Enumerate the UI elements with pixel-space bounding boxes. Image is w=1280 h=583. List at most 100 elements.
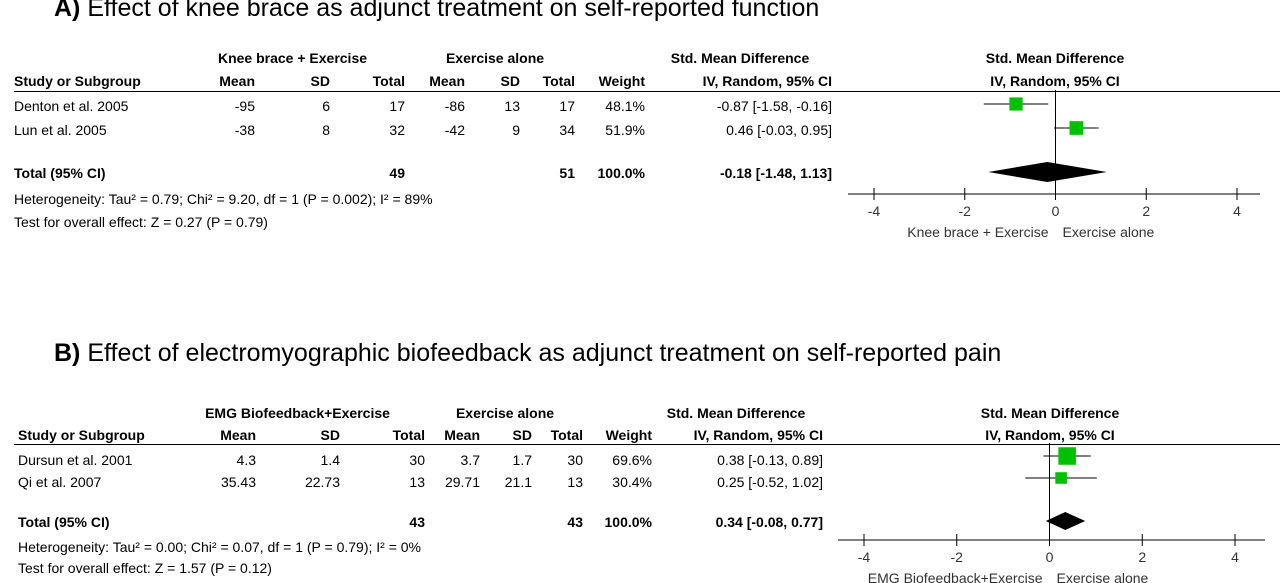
total1-col-header: Total [392, 427, 425, 443]
sd1-value: 22.73 [304, 474, 340, 490]
favours-left-label: EMG Biofeedback+Exercise [868, 570, 1043, 583]
plot-ci-header: IV, Random, 95% CI [990, 73, 1120, 89]
forest-plot-panel-b: B) Effect of electromyographic biofeedba… [0, 335, 1280, 583]
plot-effect-header: Std. Mean Difference [980, 405, 1120, 421]
overall-effect-note: Test for overall effect: Z = 1.57 (P = 0… [18, 560, 272, 576]
weight-col-header: Weight [605, 427, 652, 443]
total-weight: 100.0% [597, 165, 645, 181]
sd2-value: 21.1 [504, 474, 532, 490]
pooled-diamond [1045, 512, 1086, 530]
total1-sum: 43 [409, 514, 425, 530]
header-rule [14, 444, 1280, 445]
x-tick-label: -4 [868, 203, 881, 219]
total2-value: 13 [567, 474, 583, 490]
group2-header: Exercise alone [445, 50, 545, 66]
pooled-diamond [988, 162, 1107, 182]
sd2-value: 13 [504, 98, 520, 114]
total1-value: 32 [389, 122, 405, 138]
effect-header: Std. Mean Difference [670, 50, 810, 66]
sd2-value: 1.7 [512, 452, 532, 468]
mean1-value: -95 [234, 98, 255, 114]
sd1-value: 6 [322, 98, 330, 114]
sd2-col-header: SD [500, 73, 520, 89]
forest-plot-b: -4 -2 0 2 4 EMG Biofeedback+Exercise Exercise … [838, 443, 1265, 583]
total1-col-header: Total [372, 73, 405, 89]
total-ci: 0.34 [-0.08, 0.77] [715, 514, 823, 530]
study-marker [1009, 97, 1023, 111]
panel-title: A) Effect of knee brace as adjunct treat… [54, 0, 820, 22]
x-tick-label: -2 [951, 549, 964, 565]
x-tick-label: -2 [959, 203, 972, 219]
x-tick-label: 4 [1231, 549, 1239, 565]
weight-value: 30.4% [612, 474, 652, 490]
sd1-col-header: SD [310, 73, 330, 89]
plot-effect-header: Std. Mean Difference [985, 50, 1125, 66]
weight-value: 48.1% [605, 98, 645, 114]
group1-header: Knee brace + Exercise [217, 50, 368, 66]
x-tick-label: -4 [858, 549, 871, 565]
total2-value: 30 [567, 452, 583, 468]
study-col-header: Study or Subgroup [18, 427, 145, 443]
forest-plot-panel-a: A) Effect of knee brace as adjunct treat… [0, 0, 1280, 250]
ci-col-header: IV, Random, 95% CI [693, 427, 823, 443]
study-name: Lun et al. 2005 [14, 122, 107, 138]
study-name: Qi et al. 2007 [18, 474, 102, 490]
sd2-value: 9 [512, 122, 520, 138]
mean1-value: 4.3 [236, 452, 256, 468]
mean2-value: -42 [444, 122, 465, 138]
total2-value: 17 [559, 98, 575, 114]
total2-sum: 43 [567, 514, 583, 530]
panel-title: B) Effect of electromyographic biofeedba… [54, 339, 1002, 367]
ci-value: -0.87 [-1.58, -0.16] [716, 98, 832, 114]
total-label: Total (95% CI) [18, 514, 110, 530]
total1-value: 30 [409, 452, 425, 468]
study-col-header: Study or Subgroup [14, 73, 141, 89]
study-marker [1058, 447, 1076, 465]
total1-value: 17 [389, 98, 405, 114]
total2-value: 34 [559, 122, 575, 138]
study-name: Dursun et al. 2001 [18, 452, 133, 468]
header-rule [14, 91, 1280, 92]
total-label: Total (95% CI) [14, 165, 106, 181]
sd1-value: 8 [322, 122, 330, 138]
total2-col-header: Total [550, 427, 583, 443]
ci-value: 0.25 [-0.52, 1.02] [717, 474, 823, 490]
mean1-col-header: Mean [219, 73, 255, 89]
ci-value: 0.46 [-0.03, 0.95] [726, 122, 832, 138]
mean1-col-header: Mean [220, 427, 256, 443]
x-tick-label: 0 [1046, 549, 1054, 565]
total1-value: 13 [409, 474, 425, 490]
ci-value: 0.38 [-0.13, 0.89] [717, 452, 823, 468]
weight-col-header: Weight [598, 73, 645, 89]
mean2-value: -86 [444, 98, 465, 114]
forest-plot-a: -4 -2 0 2 4 Knee brace + Exercise Exercise alo… [848, 90, 1260, 240]
effect-header: Std. Mean Difference [666, 405, 806, 421]
weight-value: 51.9% [605, 122, 645, 138]
total1-sum: 49 [389, 165, 405, 181]
ci-col-header: IV, Random, 95% CI [702, 73, 832, 89]
total-weight: 100.0% [604, 514, 652, 530]
x-tick-label: 2 [1138, 549, 1146, 565]
mean2-value: 3.7 [460, 452, 480, 468]
total2-sum: 51 [559, 165, 575, 181]
sd1-col-header: SD [320, 427, 340, 443]
x-tick-label: 2 [1142, 203, 1150, 219]
mean2-value: 29.71 [444, 474, 480, 490]
study-marker [1069, 121, 1084, 135]
study-name: Denton et al. 2005 [14, 98, 129, 114]
mean1-value: 35.43 [220, 474, 256, 490]
overall-effect-note: Test for overall effect: Z = 0.27 (P = 0… [14, 214, 268, 230]
mean1-value: -38 [234, 122, 255, 138]
favours-right-label: Exercise alone [1063, 224, 1155, 240]
mean2-col-header: Mean [429, 73, 465, 89]
favours-right-label: Exercise alone [1057, 570, 1149, 583]
heterogeneity-note: Heterogeneity: Tau² = 0.79; Chi² = 9.20,… [14, 191, 433, 207]
total2-col-header: Total [542, 73, 575, 89]
plot-ci-header: IV, Random, 95% CI [985, 427, 1115, 443]
heterogeneity-note: Heterogeneity: Tau² = 0.00; Chi² = 0.07,… [18, 539, 421, 555]
total-ci: -0.18 [-1.48, 1.13] [719, 165, 832, 181]
x-tick-label: 4 [1233, 203, 1241, 219]
sd1-value: 1.4 [320, 452, 340, 468]
mean2-col-header: Mean [444, 427, 480, 443]
sd2-col-header: SD [512, 427, 532, 443]
